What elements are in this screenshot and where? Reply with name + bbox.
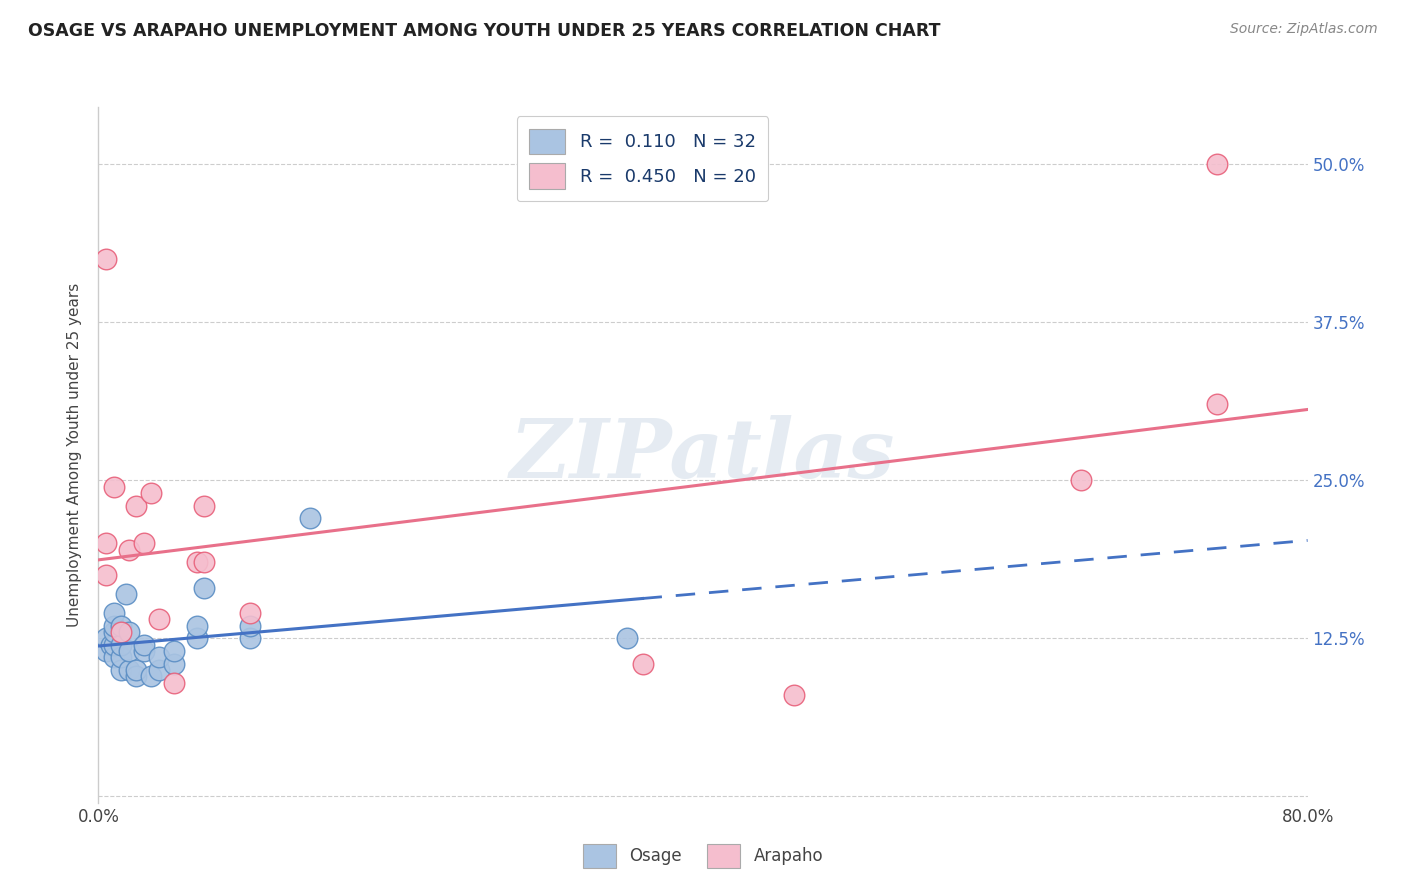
Point (110, 650, 132, 665)
Point (118, 644, 141, 658)
Point (193, 556, 215, 570)
Point (118, 663, 141, 677)
Point (94, 632, 117, 646)
Point (299, 511, 322, 525)
Point (94, 644, 117, 658)
Point (103, 650, 125, 665)
Point (186, 556, 208, 570)
Point (1206, 157, 1229, 171)
Point (94, 568, 117, 582)
Point (163, 644, 186, 658)
Point (132, 536, 155, 550)
Point (125, 499, 148, 513)
Point (141, 669, 163, 683)
Point (186, 632, 208, 646)
Point (239, 632, 262, 646)
Point (193, 581, 215, 595)
Point (148, 650, 170, 665)
Text: Source: ZipAtlas.com: Source: ZipAtlas.com (1230, 22, 1378, 37)
Point (118, 625, 141, 640)
Text: ZIPatlas: ZIPatlas (510, 415, 896, 495)
Point (94, 536, 117, 550)
Point (616, 632, 638, 646)
Point (125, 663, 148, 677)
Point (148, 663, 170, 677)
Point (103, 479, 125, 493)
Point (110, 638, 132, 652)
Point (100, 638, 122, 652)
Point (148, 612, 170, 626)
Point (1206, 397, 1229, 411)
Point (103, 625, 125, 640)
Point (110, 663, 132, 677)
Point (631, 657, 654, 671)
Point (103, 606, 125, 620)
Point (114, 587, 136, 601)
Point (782, 688, 804, 702)
Legend: Osage, Arapaho: Osage, Arapaho (576, 838, 830, 874)
Point (103, 618, 125, 632)
Y-axis label: Unemployment Among Youth under 25 years: Unemployment Among Youth under 25 years (66, 283, 82, 627)
Point (186, 618, 208, 632)
Point (110, 625, 132, 640)
Point (132, 644, 155, 658)
Point (193, 499, 215, 513)
Text: OSAGE VS ARAPAHO UNEMPLOYMENT AMONG YOUTH UNDER 25 YEARS CORRELATION CHART: OSAGE VS ARAPAHO UNEMPLOYMENT AMONG YOUT… (28, 22, 941, 40)
Point (163, 657, 186, 671)
Point (239, 606, 262, 620)
Point (103, 638, 125, 652)
Point (1070, 473, 1092, 487)
Point (239, 618, 262, 632)
Point (94, 252, 117, 266)
Point (110, 618, 132, 632)
Point (141, 486, 163, 500)
Point (132, 638, 155, 652)
Point (125, 669, 148, 683)
Point (118, 542, 141, 557)
Point (163, 675, 186, 690)
